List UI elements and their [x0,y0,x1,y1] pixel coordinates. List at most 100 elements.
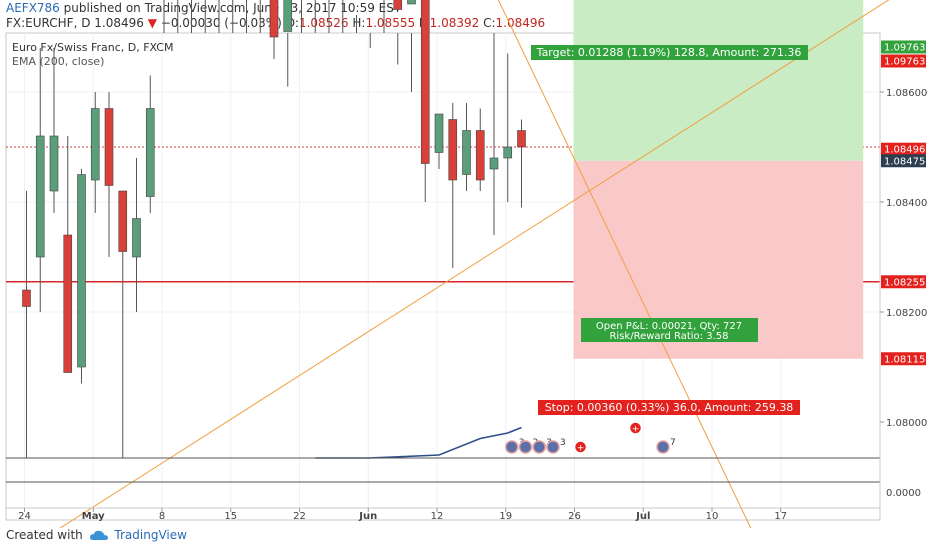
time-tick-label: Jun [358,511,377,522]
trendline[interactable] [219,0,755,528]
price-scale-label-text: 1.09763 [884,57,925,68]
price-tick-label: 1.08200 [886,308,927,319]
time-tick-label: 8 [159,511,165,522]
chart-title: Euro Fx/Swiss Franc, D, FXCM [12,41,173,54]
high-value: 1.08555 [365,16,416,30]
candle [104,92,114,257]
price-scale-label-bg [881,40,926,54]
time-tick-label: May [82,511,105,522]
time-tick-label: 10 [706,511,719,522]
event-badge[interactable]: 3 [546,438,566,454]
candle [328,0,330,33]
candle-body [35,135,45,258]
stop-label: Stop: 0.00360 (0.33%) 36.0, Amount: 259.… [545,401,794,414]
candle [342,0,344,33]
candle [204,0,206,33]
candle [259,0,261,33]
price-scale-label-bg [881,275,926,289]
candle-body [118,190,128,252]
event-badges[interactable]: 3233++7 [505,421,676,454]
pnl-label-line1: Open P&L: 0.00021, Qty: 727 [596,321,742,332]
indicator-legend[interactable]: EMA (200, close) [12,55,104,68]
candle-body [132,218,141,258]
flag-icon [656,440,670,454]
candle-body [489,157,499,170]
time-tick-label: 17 [774,511,787,522]
low-value: 1.08392 [429,16,480,30]
event-badge[interactable]: + [573,440,588,454]
candle-body [63,234,73,373]
candle [489,33,499,235]
close-label: C: [483,16,496,30]
candle-body [407,0,416,5]
candle-body [503,146,513,159]
price-tick-label: 1.08600 [886,88,927,99]
profit-zone[interactable] [573,0,864,161]
price-scale[interactable]: 1.096001.094001.092001.088001.086001.084… [880,0,927,499]
candle [475,108,485,191]
candle-body [90,108,100,181]
candle [246,0,247,33]
price-scale-label-text: 1.08115 [884,354,925,365]
event-plus-icon: + [577,444,585,454]
flag-icon [518,440,533,454]
price-scale-label: 1.08255 [881,275,926,289]
time-tick-label: 12 [431,511,444,522]
event-badge[interactable]: + [628,421,643,435]
time-tick-label: 24 [18,511,31,522]
tradingview-brand[interactable]: TradingView [114,528,187,542]
stop-label-bg [538,400,800,415]
candle [283,0,293,87]
candle [407,0,416,92]
event-badge[interactable]: 7 [656,438,676,454]
candle [77,169,86,384]
last-price: 1.08496 [94,16,144,30]
event-dot-icon [628,421,643,435]
candle-body [475,130,485,181]
tradingview-cloud-icon [89,530,108,540]
candle-body [393,0,403,10]
candle [301,0,302,33]
candle [393,0,403,65]
candle-body [420,0,430,164]
price-scale-label: 1.09763 [881,40,926,54]
time-tick-label: Jul [635,511,650,522]
candle-body [145,108,155,197]
candle [163,0,165,33]
author-name[interactable]: AEFX786 [6,1,60,15]
candle-body [434,113,444,153]
candle [356,15,357,33]
price-tick-label: 1.08400 [886,198,927,209]
price-scale-label-bg [881,142,926,156]
candle-body [517,130,526,148]
candle-body [283,0,293,32]
time-scale[interactable]: 24 May 8 15 22 Jun 12 19 26 Jul 10 17 [18,508,787,522]
trendline[interactable] [54,0,932,528]
candle [177,0,179,33]
candle-body [269,0,279,38]
candle [63,136,73,373]
price-scale-label-text: 1.09763 [884,43,925,54]
candle [35,48,45,312]
time-tick-label: 22 [293,511,306,522]
candle [191,0,192,33]
price-chart[interactable]: 3233++7 1.096001.094001.092001.088001.08… [0,0,932,528]
candle [503,53,513,202]
symbol-label: FX:EURCHF, D [6,16,91,30]
event-plus-icon: + [632,425,640,435]
price-scale-label-bg [881,54,926,68]
event-dot-icon [573,440,588,454]
ohlc-readout: FX:EURCHF, D 1.08496 ▼ −0.00030 (−0.03%)… [6,16,545,30]
change-down-icon: ▼ [147,16,157,30]
price-scale-label-bg [881,154,926,168]
candle [132,158,141,312]
trendlines[interactable] [54,0,932,528]
candle [232,0,234,33]
flag-icon [532,440,546,454]
candle [517,119,526,208]
time-tick-label: 15 [224,511,237,522]
candle [118,190,128,458]
candle-body [49,135,59,192]
flag-icon [546,440,560,454]
event-count: 7 [670,438,676,448]
